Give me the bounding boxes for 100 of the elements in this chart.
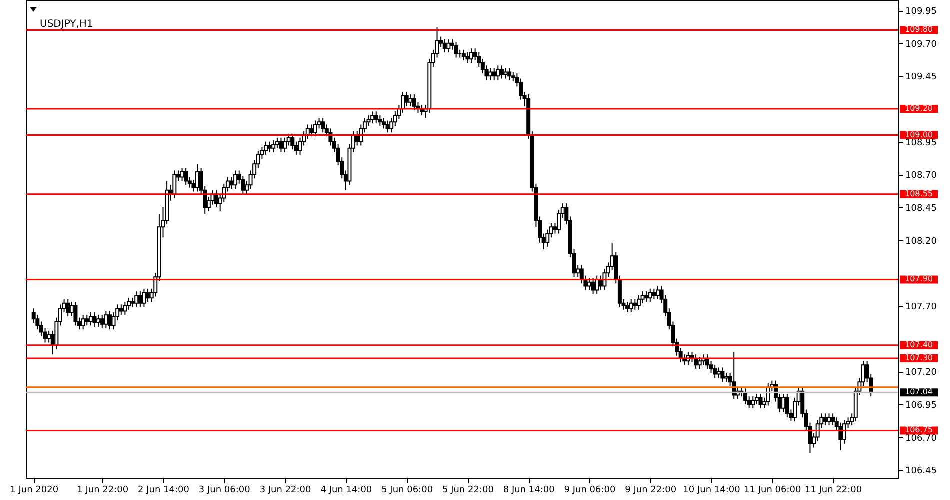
candlestick [92, 312, 97, 328]
x-tick-label: 3 Jun 06:00 [198, 486, 251, 496]
candlestick [146, 288, 150, 303]
candlestick [466, 52, 470, 64]
candlestick [454, 42, 458, 58]
candlestick [644, 291, 649, 303]
candlestick [123, 302, 128, 316]
candlestick [408, 94, 413, 107]
y-tick-label: 107.20 [906, 368, 938, 378]
candlestick [713, 364, 718, 379]
y-tick-label: 108.95 [906, 138, 937, 148]
candlestick [313, 120, 318, 138]
y-tick-label: 109.95 [906, 7, 937, 18]
ref-line-label: 109.00 [905, 130, 933, 140]
candlestick [272, 140, 276, 153]
x-tick-label: 9 Jun 06:00 [564, 486, 616, 496]
candlestick [446, 38, 451, 54]
candlestick [196, 164, 200, 192]
candlestick [508, 68, 512, 81]
text: USDJPY,H1 [40, 19, 94, 30]
y-tick-label: 108.20 [906, 236, 938, 247]
candlestick [81, 314, 86, 330]
candlestick [264, 141, 268, 156]
candlestick [504, 68, 508, 80]
candlestick [823, 413, 828, 426]
candlestick [412, 94, 416, 111]
candlestick [180, 168, 184, 182]
candlestick [134, 291, 139, 308]
y-tick-label: 108.70 [906, 171, 938, 182]
ref-line-label: 109.80 [905, 25, 933, 34]
y-tick-label: 109.45 [906, 72, 937, 83]
candlestick [234, 170, 238, 190]
y-tick-label: 109.70 [906, 40, 938, 50]
candlestick [758, 393, 763, 409]
ref-line-label: 109.20 [905, 104, 933, 113]
candlestick [404, 91, 409, 107]
x-tick-label: 8 Jun 14:00 [503, 486, 556, 496]
y-tick-label: 106.95 [906, 400, 937, 411]
candlestick [96, 314, 101, 328]
candlestick [626, 302, 630, 314]
ref-line-label: 107.90 [905, 274, 933, 284]
candlestick [656, 286, 660, 300]
x-tick-label: 5 Jun 06:00 [382, 486, 434, 496]
candlestick [130, 298, 135, 308]
candlestick [283, 137, 288, 153]
y-tick-label: 107.70 [906, 302, 938, 312]
ref-line-label: 108.55 [905, 189, 933, 198]
ref-line-label: 106.75 [905, 426, 933, 435]
candlestick [47, 330, 52, 344]
candlestick [470, 48, 474, 64]
y-tick-label: 108.45 [906, 204, 937, 214]
x-tick-label: 3 Jun 22:00 [260, 486, 312, 496]
candlestick [310, 124, 314, 138]
candlestick [587, 278, 592, 291]
x-tick-label: 2 Jun 14:00 [138, 486, 190, 496]
candlestick [142, 288, 146, 308]
x-tick-label: 1 Jun 22:00 [77, 486, 129, 496]
x-tick-label: 11 Jun 06:00 [744, 486, 802, 496]
candlestick [462, 49, 466, 61]
ref-line-label: 107.04 [905, 388, 933, 397]
x-tick-label: 9 Jun 22:00 [625, 486, 677, 496]
candlestick [74, 302, 78, 326]
candlestick [827, 413, 832, 426]
candlestick [488, 68, 493, 81]
candlestick [496, 65, 500, 81]
candlestick [492, 68, 496, 81]
x-tick-label: 10 Jun 14:00 [683, 486, 741, 496]
x-tick-label: 1 Jun 2020 [10, 486, 59, 496]
candlestick [785, 393, 790, 418]
candlestick [138, 291, 142, 308]
candlestick [268, 141, 272, 153]
candlestick [633, 298, 638, 310]
candlestick [370, 111, 375, 124]
candlestick [275, 137, 280, 149]
ref-line-label: 107.30 [905, 354, 933, 362]
x-tick-label: 11 Jun 22:00 [804, 486, 862, 496]
candlestick [652, 288, 656, 300]
candlestick [636, 294, 641, 310]
candlestick [378, 115, 382, 127]
x-tick-label: 5 Jun 22:00 [442, 486, 494, 496]
candlestick [716, 367, 721, 379]
candlestick [172, 170, 177, 199]
candlestick [500, 65, 504, 80]
candlestick [782, 393, 786, 413]
candlestick [279, 137, 284, 153]
candlestick [85, 314, 90, 326]
candlestick [184, 168, 188, 186]
x-tick-label: 4 Jun 14:00 [320, 486, 372, 496]
y-tick-label: 106.70 [906, 434, 938, 444]
candlestick [724, 372, 728, 383]
candlestick [648, 288, 652, 303]
candlestick [230, 176, 234, 190]
candlestick [104, 310, 108, 329]
y-tick-label: 106.45 [906, 466, 937, 477]
candlestick [698, 356, 702, 370]
candlestick [100, 314, 104, 329]
candlestick [214, 190, 219, 208]
candlestick [382, 118, 386, 130]
candlestick [720, 367, 725, 383]
candlestick [751, 396, 756, 409]
